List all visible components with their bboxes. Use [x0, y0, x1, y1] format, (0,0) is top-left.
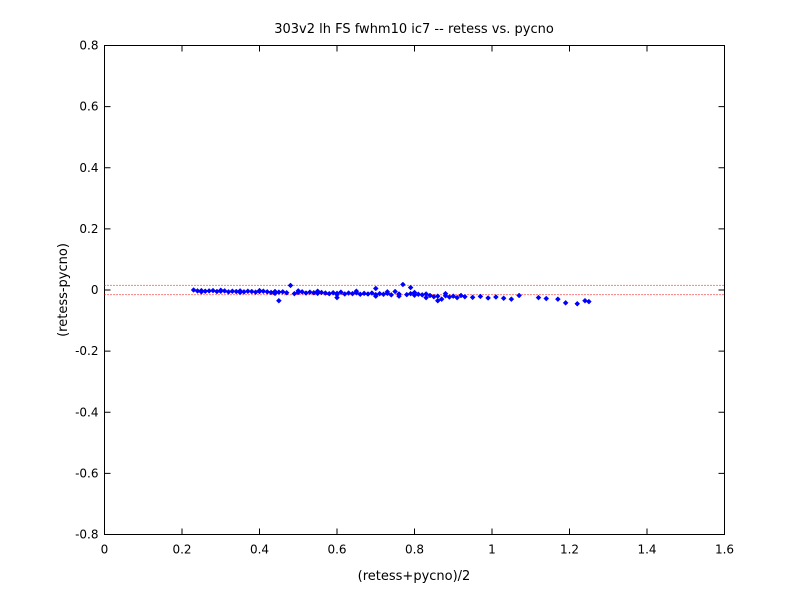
- data-points: [190, 281, 592, 307]
- x-tick-label: 0: [101, 543, 109, 557]
- y-tick-label: -0.6: [75, 466, 98, 480]
- data-point: [376, 290, 383, 297]
- y-tick-label: 0.2: [79, 222, 98, 236]
- data-point: [330, 289, 336, 296]
- data-point: [307, 289, 313, 295]
- data-point: [419, 292, 426, 298]
- data-point: [403, 291, 410, 298]
- data-point: [508, 296, 515, 303]
- data-point: [516, 292, 522, 299]
- data-point: [392, 288, 398, 295]
- data-point: [245, 288, 251, 295]
- data-point: [469, 294, 476, 301]
- data-point: [279, 288, 286, 295]
- data-point: [438, 296, 445, 303]
- x-tick-label: 0.4: [250, 543, 269, 557]
- y-tick-label: 0.6: [79, 100, 98, 114]
- data-point: [361, 290, 367, 297]
- data-point: [442, 290, 449, 297]
- x-tick-label: 0.2: [172, 543, 191, 557]
- y-tick-label: -0.2: [75, 344, 98, 358]
- data-point: [407, 284, 414, 291]
- data-point: [276, 297, 282, 304]
- data-point: [190, 287, 197, 293]
- data-point: [535, 294, 542, 301]
- y-tick-label: 0.8: [79, 39, 98, 53]
- data-point: [256, 287, 263, 294]
- data-point: [477, 293, 484, 300]
- x-tick-label: 1: [488, 543, 496, 557]
- y-tick-label: -0.4: [75, 405, 98, 419]
- data-point: [582, 297, 588, 304]
- data-point: [396, 293, 402, 299]
- data-point: [450, 293, 457, 299]
- data-point: [264, 288, 271, 295]
- data-point: [283, 289, 290, 296]
- x-tick-label: 0.8: [405, 543, 424, 557]
- data-point: [493, 294, 499, 300]
- data-point: [555, 296, 561, 303]
- data-point: [574, 300, 581, 307]
- data-point: [415, 291, 422, 298]
- data-point: [365, 291, 371, 297]
- data-point: [485, 295, 491, 301]
- data-point: [388, 292, 395, 298]
- data-point: [338, 289, 344, 295]
- data-point: [372, 293, 379, 299]
- data-point: [198, 288, 205, 295]
- data-point: [295, 288, 302, 294]
- data-point: [384, 288, 391, 295]
- data-point: [334, 294, 340, 301]
- x-tick-label: 1.6: [715, 543, 734, 557]
- data-point: [345, 290, 352, 296]
- data-point: [322, 290, 329, 296]
- data-point: [372, 285, 379, 292]
- data-point: [454, 294, 460, 301]
- data-point: [310, 289, 317, 296]
- data-point: [586, 298, 592, 305]
- data-point: [434, 297, 441, 304]
- data-point: [248, 288, 255, 295]
- data-point: [272, 290, 278, 297]
- x-axis-title: (retess+pycno)/2: [358, 569, 471, 584]
- data-point: [543, 295, 550, 302]
- data-point: [237, 289, 243, 296]
- data-point: [462, 293, 468, 300]
- data-point: [210, 287, 216, 294]
- y-tick-label: -0.8: [75, 528, 98, 542]
- x-tick-label: 1.4: [637, 543, 656, 557]
- x-tick-label: 1.2: [560, 543, 579, 557]
- data-point: [562, 299, 569, 306]
- data-point: [314, 288, 321, 295]
- data-point: [217, 287, 224, 294]
- data-point: [334, 291, 340, 298]
- data-point: [411, 289, 418, 296]
- axis-ticks: 0 0.2 0.4 0.6 0.8 1 1.2 1.4 1.6 -0.8 -0.6 -0.4 -0.2 0…: [75, 39, 734, 557]
- data-point: [287, 282, 294, 289]
- data-point: [400, 281, 406, 288]
- y-tick-label: 0.4: [79, 161, 98, 175]
- data-point: [423, 294, 429, 301]
- data-point: [326, 290, 333, 297]
- data-point: [353, 288, 360, 295]
- data-point: [229, 288, 236, 295]
- data-point: [369, 290, 375, 296]
- y-axis-title: (retess-pycno): [56, 243, 71, 337]
- y-tick-label: 0: [91, 283, 99, 297]
- chart-title: 303v2 lh FS fwhm10 ic7 -- retess vs. pyc…: [274, 22, 554, 37]
- data-point: [500, 295, 507, 302]
- x-tick-label: 0.6: [327, 543, 346, 557]
